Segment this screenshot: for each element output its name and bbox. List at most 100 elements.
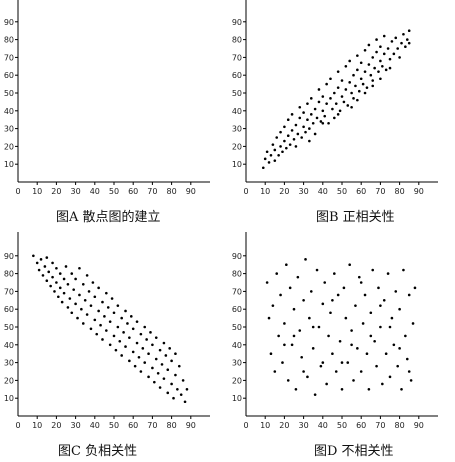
chart-b-x-tick-label: 90 [414, 187, 424, 196]
chart-c-point [131, 350, 135, 354]
chart-a-y-tick-label: 50 [4, 89, 14, 98]
chart-c-point [93, 318, 97, 322]
chart-b-point [281, 150, 284, 154]
chart-b: 10 20 30 40 50 60 70 80 90 0 10 20 30 40 50 60 70 80 90 图B… [228, 0, 455, 231]
chart-a-x-tick-label: 70 [147, 187, 157, 196]
chart-d-point [331, 352, 334, 355]
chart-b-point [321, 121, 325, 125]
chart-d-point [363, 293, 367, 297]
chart-d-point [384, 352, 388, 355]
chart-d-point [315, 268, 319, 272]
chart-d-point [336, 293, 340, 297]
chart-b-point [283, 125, 286, 129]
chart-b-point [298, 105, 302, 109]
chart-b-point [384, 68, 388, 72]
chart-b-point [359, 77, 363, 81]
chart-c-point [87, 290, 91, 293]
chart-c-point [170, 359, 173, 363]
chart-d-point [346, 361, 350, 364]
chart-d-plot: 10 20 30 40 50 60 70 80 90 0 10 20 30 40 50 60 70 80 90 [232, 232, 438, 430]
chart-b-point [325, 102, 328, 105]
chart-d-point [308, 316, 311, 320]
chart-d-point [367, 388, 371, 391]
chart-c-x-tick-label: 60 [128, 421, 138, 430]
chart-d-point [288, 286, 292, 290]
chart-b-point [400, 41, 403, 45]
chart-b-point [352, 73, 355, 77]
chart-b-point [286, 134, 290, 138]
chart-c-point [168, 347, 171, 350]
chart-c-point [55, 281, 58, 284]
chart-c-point [122, 331, 125, 334]
chart-d-point [390, 316, 394, 320]
chart-d-point [350, 329, 353, 332]
chart-d-point [302, 299, 305, 302]
chart-b-point [363, 91, 367, 95]
chart-b-point [313, 132, 317, 136]
chart-c-point [89, 327, 93, 331]
chart-d-x-tick-label: 20 [279, 421, 289, 430]
chart-d-point [340, 361, 344, 364]
chart-b-point [308, 127, 311, 130]
chart-b-y-tick-label: 70 [232, 53, 242, 62]
chart-b-point [277, 154, 280, 157]
chart-c-point [45, 279, 49, 283]
chart-c-point [43, 265, 47, 268]
chart-c-point [114, 348, 118, 352]
chart-d-point [371, 268, 375, 272]
chart-c-point [110, 297, 114, 300]
chart-c-point [147, 375, 150, 379]
chart-c-point [51, 275, 54, 279]
chart-a-x-tick-label: 20 [51, 187, 61, 196]
chart-b-point [354, 84, 357, 88]
chart-c-point [35, 261, 39, 265]
chart-d-point [382, 299, 386, 302]
chart-c-point [62, 291, 66, 295]
chart-c-point [55, 266, 58, 270]
chart-d-point [317, 325, 321, 329]
chart-d-point [375, 364, 378, 368]
chart-c-point [135, 341, 139, 345]
chart-c-y-tick-label: 70 [4, 287, 14, 296]
chart-c-point [64, 265, 68, 268]
chart-b-point [290, 113, 294, 116]
chart-d-point [281, 361, 284, 364]
chart-b-x-tick-label: 80 [395, 187, 405, 196]
chart-b-point [336, 70, 340, 73]
chart-c-point [97, 309, 100, 313]
chart-c-point [101, 300, 104, 304]
chart-d-x-tick-label: 50 [337, 421, 347, 430]
chart-a-x-tick-label: 90 [186, 187, 196, 196]
chart-d-point [398, 347, 401, 350]
chart-c-point [153, 380, 156, 384]
chart-b-point [338, 109, 342, 113]
chart-b-point [356, 54, 359, 57]
chart-a-y-tick-label: 30 [4, 125, 14, 134]
chart-c-point [185, 388, 189, 391]
chart-b-origin-label: 0 [243, 187, 248, 196]
chart-b-point [388, 57, 392, 61]
chart-c-y-tick-label: 10 [4, 394, 14, 403]
chart-c-x-tick-label: 90 [186, 421, 196, 430]
chart-d-point [357, 275, 361, 279]
chart-d-point [356, 347, 359, 350]
chart-b-point [344, 88, 348, 91]
chart-d-point [394, 290, 398, 293]
chart-c-point [156, 371, 160, 375]
chart-a-x-tick-label: 80 [167, 187, 177, 196]
chart-c-point [162, 377, 166, 380]
chart-b-point [379, 45, 382, 49]
chart-b-point [267, 161, 271, 164]
chart-c-point [124, 345, 127, 348]
chart-b-point [304, 130, 307, 134]
chart-d-point [309, 290, 313, 293]
chart-b-point [344, 65, 348, 68]
chart-c-point [164, 354, 168, 357]
chart-c-point [120, 316, 123, 320]
chart-c-point [170, 382, 173, 386]
chart-d-point [405, 357, 409, 361]
chart-b-point [390, 40, 394, 43]
chart-b-y-tick-label: 20 [232, 142, 242, 151]
chart-b-point [363, 70, 367, 73]
chart-d-point [386, 272, 390, 275]
